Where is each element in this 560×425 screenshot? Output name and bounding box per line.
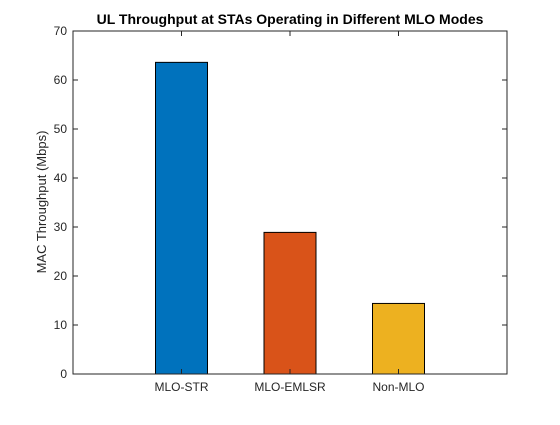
x-tick-label: Non-MLO (372, 380, 424, 394)
y-tick-label: 30 (54, 220, 68, 234)
bar-non-mlo (372, 302, 425, 375)
y-tick-label: 60 (54, 73, 68, 87)
y-tick-label: 20 (54, 269, 68, 283)
y-tick-label: 70 (54, 24, 68, 38)
chart-title: UL Throughput at STAs Operating in Diffe… (97, 11, 484, 27)
y-axis-label: MAC Throughput (Mbps) (34, 131, 49, 274)
plot-area: 0 10 20 30 40 50 60 70 MLO-STR MLO-EMLSR Non-MLO (54, 24, 508, 394)
x-tick-label: MLO-EMLSR (254, 380, 326, 394)
bar-mlo-emlsr (263, 231, 317, 375)
x-tick-label: MLO-STR (155, 380, 209, 394)
bar-mlo-str (155, 61, 208, 375)
y-tick-label: 40 (54, 171, 68, 185)
y-tick-label: 10 (54, 318, 68, 332)
y-tick-label: 0 (60, 367, 67, 381)
y-tick-label: 50 (54, 122, 68, 136)
